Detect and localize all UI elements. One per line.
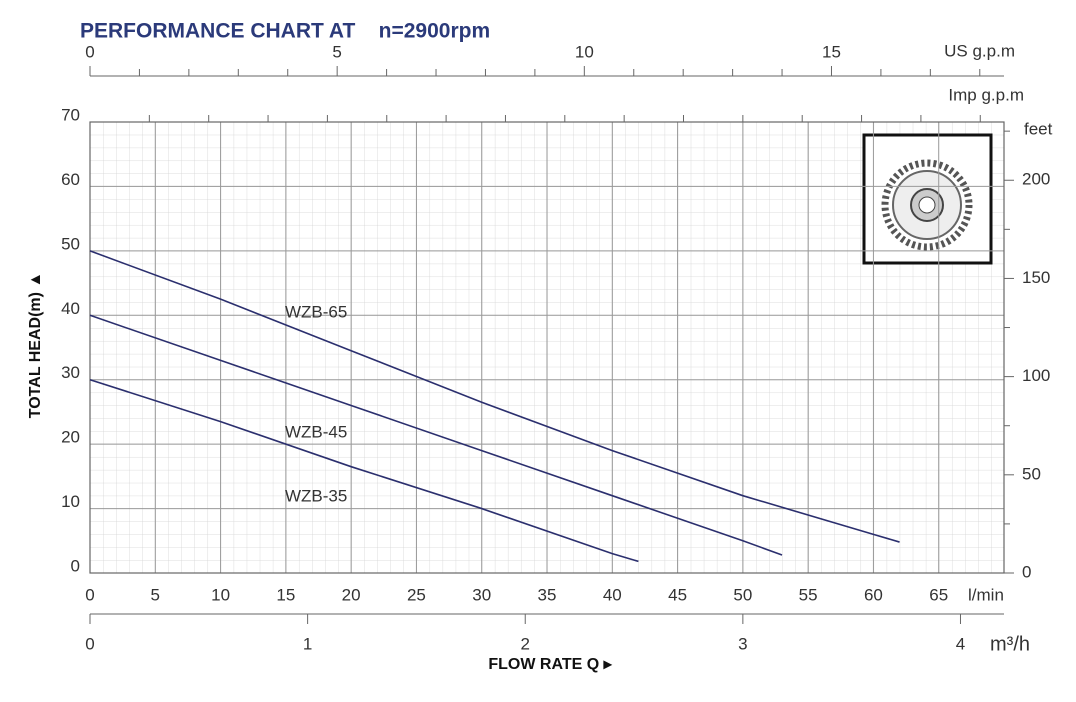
y-tick-label: 30 <box>61 363 80 382</box>
x-tick-label: 60 <box>864 585 883 604</box>
m3h-tick-label: 0 <box>85 634 94 653</box>
x-axis-title: FLOW RATE Q ▸ <box>488 656 612 673</box>
x-tick-label: 40 <box>603 585 622 604</box>
us-gpm-unit: US g.p.m <box>944 41 1015 60</box>
x-tick-label: 25 <box>407 585 426 604</box>
x-tick-label: 0 <box>85 585 94 604</box>
us-gpm-tick-label: 10 <box>575 42 594 61</box>
x-unit: l/min <box>968 585 1004 604</box>
y-tick-label: 10 <box>61 492 80 511</box>
y-tick-label: 20 <box>61 428 80 447</box>
y-tick-label: 50 <box>61 234 80 253</box>
us-gpm-tick-label: 5 <box>332 42 341 61</box>
imp-gpm-unit: Imp g.p.m <box>948 85 1024 104</box>
impeller-photo <box>862 133 993 265</box>
x-tick-label: 55 <box>799 585 818 604</box>
feet-tick-label: 0 <box>1022 562 1031 581</box>
plot-frame <box>89 121 1005 574</box>
x-tick-label: 10 <box>211 585 230 604</box>
us-gpm-tick-label: 15 <box>822 42 841 61</box>
m3h-tick-label: 4 <box>956 634 965 653</box>
y-tick-label: 0 <box>71 556 80 575</box>
us-gpm-tick-label: 0 <box>85 42 94 61</box>
y-tick-label: 60 <box>61 170 80 189</box>
x-tick-label: 45 <box>668 585 687 604</box>
x-tick-label: 5 <box>151 585 160 604</box>
m3h-unit: m³/h <box>990 633 1030 655</box>
curve <box>89 314 783 556</box>
feet-unit: feet <box>1024 119 1053 138</box>
x-tick-label: 15 <box>276 585 295 604</box>
y-tick-label: 40 <box>61 299 80 318</box>
feet-tick-label: 50 <box>1022 464 1041 483</box>
feet-tick-label: 100 <box>1022 366 1050 385</box>
m3h-tick-label: 2 <box>521 634 530 653</box>
x-tick-label: 50 <box>733 585 752 604</box>
x-tick-label: 35 <box>538 585 557 604</box>
feet-tick-label: 150 <box>1022 268 1050 287</box>
y-tick-label: 70 <box>61 105 80 124</box>
curve <box>89 250 900 543</box>
m3h-tick-label: 1 <box>303 634 312 653</box>
curve-label: WZB-35 <box>285 486 347 505</box>
x-tick-label: 65 <box>929 585 948 604</box>
y-axis-title: TOTAL HEAD(m) ▲ <box>27 272 44 419</box>
feet-tick-label: 200 <box>1022 170 1050 189</box>
curve <box>89 378 639 563</box>
curve-label: WZB-65 <box>285 302 347 321</box>
chart-title: PERFORMANCE CHART AT n=2900rpm <box>80 20 490 43</box>
m3h-tick-label: 3 <box>738 634 747 653</box>
x-tick-label: 20 <box>342 585 361 604</box>
curve-label: WZB-45 <box>285 422 347 441</box>
x-tick-label: 30 <box>472 585 491 604</box>
